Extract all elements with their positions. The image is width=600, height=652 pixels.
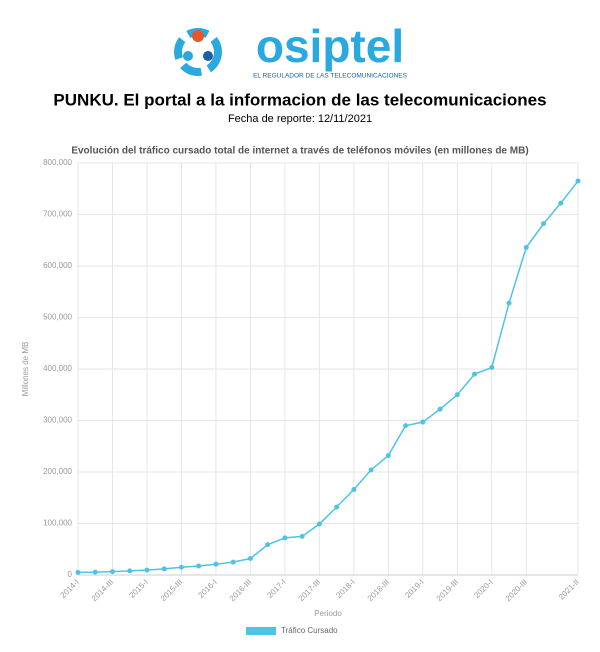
- x-tick-label: 2017-I: [265, 578, 287, 600]
- line: [77, 180, 579, 574]
- x-tick-label: 2020-III: [504, 578, 530, 604]
- x-tick-label: 2016-III: [228, 578, 254, 604]
- y-tick-label: 500,000: [43, 313, 72, 322]
- logo-name: osiptel: [256, 20, 404, 72]
- x-tick-label: 2015-I: [127, 578, 149, 600]
- point: [265, 542, 271, 548]
- y-tick-label: 0: [68, 570, 73, 579]
- y-tick-label: 200,000: [43, 467, 72, 476]
- y-tick-label: 600,000: [43, 261, 72, 270]
- point: [196, 563, 202, 569]
- x-tick-label: 2020-I: [472, 578, 494, 600]
- point: [213, 561, 219, 567]
- x-tick-label: 2014-I: [58, 578, 80, 600]
- point: [454, 392, 460, 398]
- x-tick-label: 2021-II: [557, 578, 581, 602]
- point: [316, 521, 322, 527]
- point: [385, 453, 391, 459]
- point: [541, 221, 547, 227]
- point: [230, 559, 236, 565]
- point: [282, 535, 288, 541]
- point: [92, 569, 98, 575]
- point: [127, 568, 133, 574]
- point: [178, 564, 184, 570]
- y-tick-label: 700,000: [43, 210, 72, 219]
- x-tick-label: 2014-III: [90, 578, 116, 604]
- point: [506, 300, 512, 306]
- point: [403, 423, 409, 429]
- point: [420, 419, 426, 425]
- x-tick-label: 2019-I: [403, 578, 425, 600]
- y-axis-label: Millones de MB: [21, 342, 30, 397]
- x-tick-label: 2019-III: [435, 578, 461, 604]
- point: [489, 364, 495, 370]
- point: [299, 533, 305, 539]
- point: [144, 567, 150, 573]
- chart-title: Evolución del tráfico cursado total de i…: [71, 146, 528, 157]
- y-tick-label: 300,000: [43, 416, 72, 425]
- y-tick-label: 800,000: [43, 158, 72, 167]
- point: [161, 566, 167, 572]
- x-tick-label: 2016-I: [196, 578, 218, 600]
- point: [523, 244, 529, 250]
- point: [575, 178, 581, 184]
- y-tick-label: 400,000: [43, 364, 72, 373]
- point: [437, 406, 443, 412]
- legend-label: Tráfico Cursado: [281, 626, 338, 635]
- point: [351, 487, 357, 493]
- point: [334, 504, 340, 510]
- page-subtitle: Fecha de reporte: 12/11/2021: [228, 113, 372, 125]
- x-tick-label: 2018-III: [366, 578, 392, 604]
- point: [247, 556, 253, 562]
- legend-swatch: [246, 627, 276, 635]
- x-tick-label: 2015-III: [159, 578, 185, 604]
- x-tick-label: 2018-I: [334, 578, 356, 600]
- point: [558, 200, 564, 206]
- point: [109, 569, 115, 575]
- y-tick-label: 100,000: [43, 519, 72, 528]
- x-tick-label: 2017-III: [297, 578, 323, 604]
- point: [472, 371, 478, 377]
- point: [75, 569, 81, 575]
- x-axis-label: Periodo: [314, 609, 342, 618]
- logo-icon: [174, 28, 222, 76]
- point: [368, 467, 374, 473]
- page-title: PUNKU. El portal a la informacion de las…: [53, 90, 546, 109]
- logo-tagline: EL REGULADOR DE LAS TELECOMUNICACIONES: [253, 73, 408, 80]
